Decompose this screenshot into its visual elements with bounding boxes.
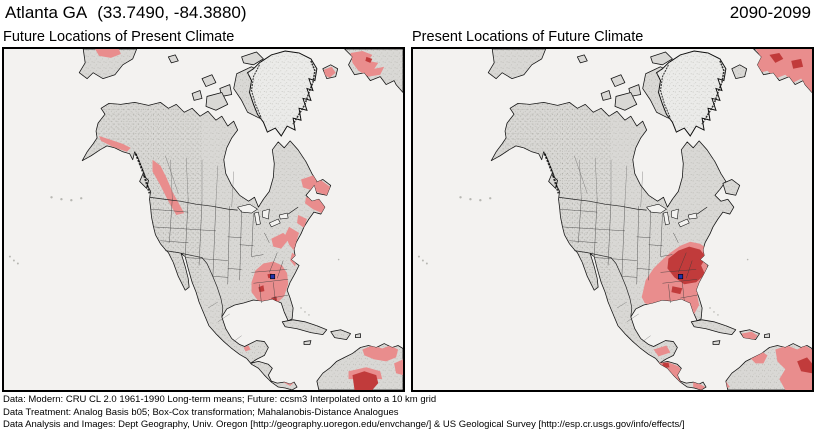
atlanta-location-marker bbox=[270, 274, 276, 280]
map-future-locations-of-present-climate bbox=[2, 47, 405, 392]
page-title: Atlanta GA (33.7490, -84.3880) bbox=[5, 3, 247, 23]
analog-core-region bbox=[667, 246, 707, 285]
analog-region-bc-rockies bbox=[152, 159, 185, 216]
north-america-map-left bbox=[4, 49, 403, 390]
credits-block: Data: Modern: CRU CL 2.0 1961-1990 Long-… bbox=[3, 394, 685, 432]
atlanta-location-marker bbox=[678, 274, 684, 280]
north-america-map-right bbox=[413, 49, 812, 390]
right-map-title: Present Locations of Future Climate bbox=[412, 29, 644, 45]
left-map-title: Future Locations of Present Climate bbox=[3, 29, 235, 45]
map-present-locations-of-future-climate bbox=[411, 47, 814, 392]
time-period-label: 2090-2099 bbox=[729, 3, 811, 22]
location-coordinates: (33.7490, -84.3880) bbox=[97, 3, 247, 22]
credits-treatment-line: Data Treatment: Analog Basis b05; Box-Co… bbox=[3, 406, 399, 418]
credits-data-line: Data: Modern: CRU CL 2.0 1961-1990 Long-… bbox=[3, 394, 437, 405]
climate-analog-regions-left bbox=[95, 49, 403, 390]
location-name: Atlanta GA bbox=[5, 3, 88, 22]
credits-source-line: Data Analysis and Images: Dept Geography… bbox=[3, 419, 685, 431]
